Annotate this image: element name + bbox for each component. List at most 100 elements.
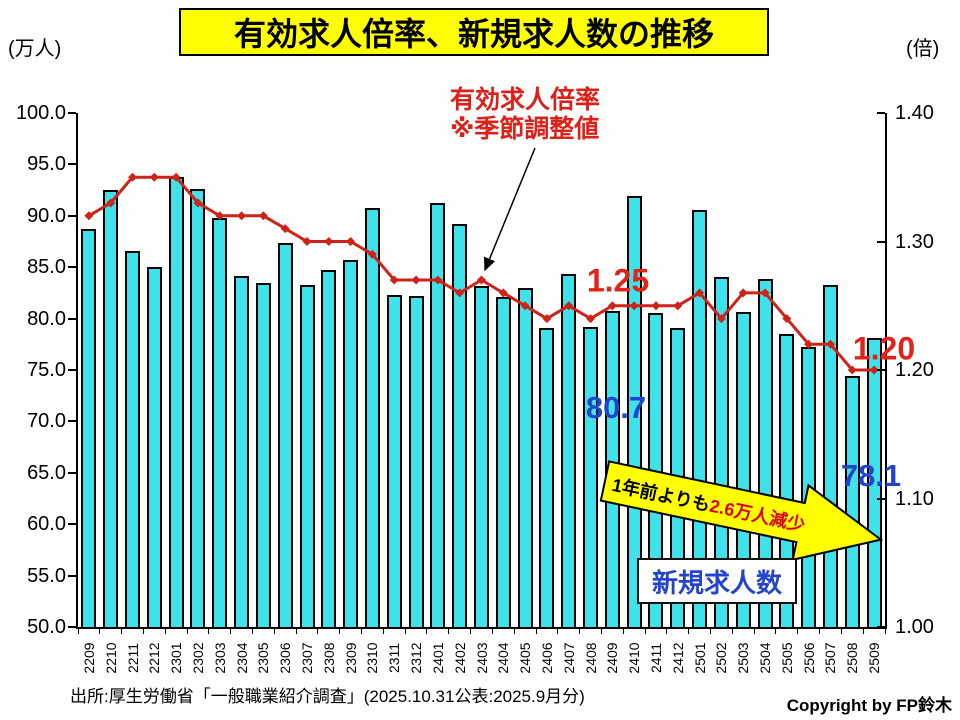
ratio-point-2210 [106, 198, 116, 208]
ratio-point-2307 [302, 237, 312, 246]
x-axis-tick [470, 629, 472, 634]
bar-2407 [561, 274, 577, 627]
x-axis-label-2311: 2311 [386, 642, 403, 674]
right-axis-tick [877, 497, 885, 500]
left-axis-tick [68, 214, 76, 217]
ratio-line-markers [84, 172, 879, 375]
ratio-point-2408 [586, 314, 596, 324]
x-axis-label-2212: 2212 [146, 642, 163, 674]
ratio-point-2410 [629, 301, 639, 311]
x-axis-tick [382, 629, 384, 634]
x-axis-label-2502: 2502 [713, 642, 730, 674]
ratio-point-2409 [607, 301, 617, 311]
ratio-point-2501 [695, 288, 705, 298]
x-axis-tick [317, 629, 319, 634]
x-axis-label-2209: 2209 [80, 642, 97, 674]
bar-2305 [255, 282, 271, 627]
left-axis-tick-label: 80.0 [27, 307, 66, 330]
left-axis-tick-label: 65.0 [27, 461, 66, 484]
ratio-point-2310 [367, 249, 377, 259]
x-axis-tick [710, 629, 711, 634]
x-axis-label-2405: 2405 [517, 642, 534, 674]
x-axis-tick [557, 629, 559, 634]
bar-2503 [735, 312, 751, 627]
right-axis-tick-label: 1.40 [895, 102, 934, 124]
x-axis-tick [251, 629, 253, 634]
x-axis-label-2402: 2402 [451, 642, 468, 674]
x-axis-label-2403: 2403 [473, 642, 490, 674]
left-axis-tick-label: 90.0 [27, 204, 66, 227]
left-axis-tick [68, 626, 76, 628]
bar-2307 [299, 284, 315, 627]
x-axis-label-2406: 2406 [538, 642, 555, 674]
x-axis-tick [819, 629, 821, 634]
left-axis-tick-label: 100.0 [15, 102, 66, 124]
x-axis-label-2412: 2412 [669, 642, 686, 674]
x-axis-tick [295, 629, 297, 634]
x-axis-label-2306: 2306 [277, 642, 294, 674]
x-axis-tick [142, 629, 144, 634]
x-axis-tick [731, 629, 733, 634]
line-caption-line2: ※季節調整値 [450, 115, 600, 143]
ratio-point-2301 [171, 172, 181, 182]
x-axis-label-2501: 2501 [691, 642, 708, 674]
x-axis-label-2509: 2509 [866, 642, 883, 674]
ratio-point-2406 [542, 314, 552, 324]
left-axis-tick-label: 50.0 [27, 616, 66, 638]
ratio-point-2507 [825, 339, 835, 349]
x-axis-label-2310: 2310 [364, 642, 381, 674]
ratio-point-2212 [149, 172, 159, 182]
chart-title: 有効求人倍率、新規求人数の推移 [179, 8, 769, 56]
decrease-arrow: 1年前よりも2.6万人減少 [599, 460, 884, 562]
bar-2209 [81, 229, 97, 627]
right-axis-tick [877, 369, 885, 371]
ratio-point-2311 [389, 275, 399, 285]
mid-bar-value-label: 80.7 [585, 390, 647, 425]
x-axis-tick [753, 629, 755, 634]
x-axis-label-2506: 2506 [800, 642, 817, 674]
ratio-point-2502 [716, 314, 726, 324]
ratio-point-2312 [411, 275, 421, 285]
bar-2402 [452, 224, 468, 627]
bar-2406 [539, 327, 555, 627]
x-axis-tick [164, 629, 166, 634]
bar-2502 [713, 277, 729, 627]
left-axis-tick [68, 523, 76, 526]
x-axis-label-2211: 2211 [124, 642, 141, 674]
bar-2310 [364, 207, 380, 627]
right-axis-tick [877, 112, 885, 114]
ratio-point-2402 [455, 288, 465, 298]
right-axis-tick [877, 240, 885, 243]
ratio-point-2503 [738, 288, 748, 298]
x-axis-tick [448, 629, 450, 634]
left-axis-unit-label: (万人) [8, 38, 62, 60]
bar-2509 [866, 338, 882, 627]
left-axis-tick-label: 70.0 [27, 410, 66, 433]
ratio-point-2508 [847, 365, 857, 375]
x-axis-label-2503: 2503 [735, 642, 752, 674]
x-axis-tick [186, 629, 188, 634]
copyright-note: Copyright by FP鈴木 [786, 696, 952, 715]
left-axis-tick-label: 60.0 [27, 513, 66, 536]
x-axis-tick [208, 629, 210, 634]
x-axis-tick [513, 629, 515, 634]
bar-series-legend-label: 新規求人数 [651, 567, 782, 598]
x-axis-tick [840, 629, 842, 634]
bar-2212 [146, 267, 162, 627]
ratio-point-2403 [477, 275, 486, 285]
x-axis-label-2411: 2411 [647, 642, 664, 674]
x-axis-tick [688, 629, 690, 634]
ratio-point-2309 [346, 237, 356, 246]
ratio-point-2306 [280, 224, 290, 234]
bar-2306 [277, 242, 293, 627]
x-axis-tick [622, 629, 624, 634]
ratio-point-2305 [258, 211, 268, 221]
left-axis-tick [68, 112, 76, 114]
left-axis-tick [68, 163, 76, 166]
right-axis-tick-label: 1.00 [895, 616, 934, 638]
ratio-point-2401 [433, 275, 443, 285]
x-axis-label-2309: 2309 [342, 642, 359, 674]
x-axis-label-2302: 2302 [189, 642, 206, 674]
x-axis-label-2305: 2305 [255, 642, 272, 674]
ratio-point-2509 [869, 365, 879, 375]
